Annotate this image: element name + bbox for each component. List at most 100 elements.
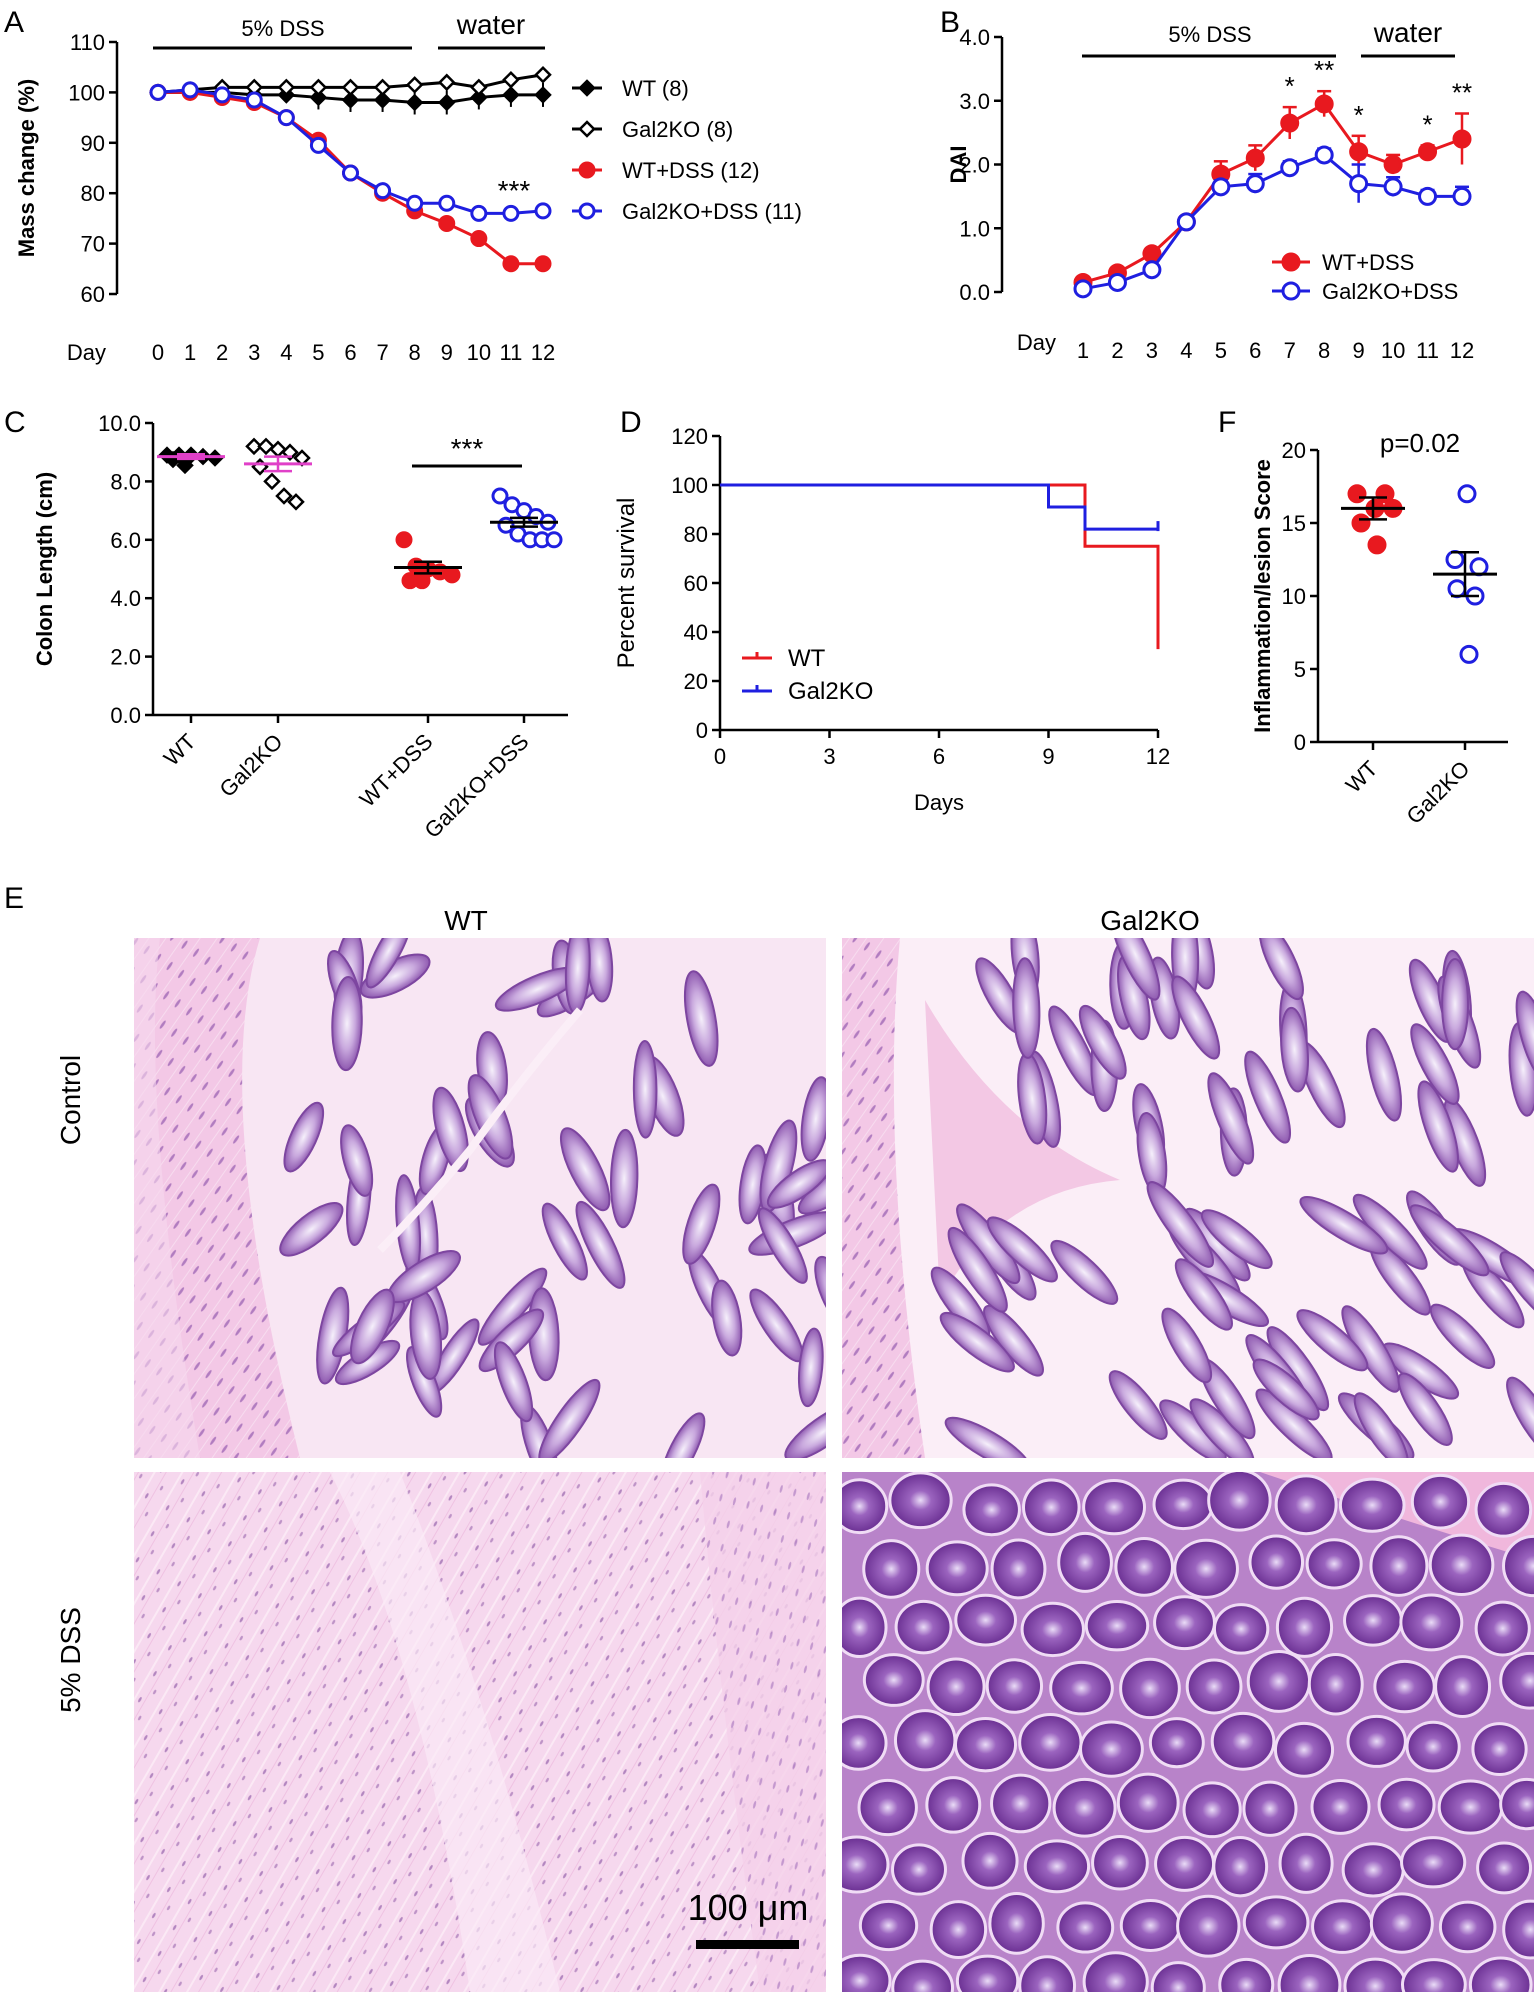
- crypt: [683, 970, 719, 1067]
- y-tick-label: 0: [696, 718, 708, 743]
- crypt: [1346, 1714, 1407, 1768]
- crypt: [1428, 1533, 1495, 1597]
- group-Gal2KO: [1433, 484, 1497, 664]
- x-axis-label: Day: [1017, 330, 1056, 355]
- data-point: [1280, 113, 1300, 133]
- data-point: [438, 214, 456, 232]
- crypt: [1502, 1534, 1534, 1598]
- data-point: [502, 71, 520, 89]
- data-point: [275, 487, 293, 505]
- data-point: [470, 78, 488, 97]
- y-axis-label: Colon Length (cm): [32, 472, 57, 666]
- histology-gal2ko-dss: [842, 1472, 1534, 1992]
- x-tick-label: 9: [1353, 338, 1365, 363]
- group-3: [490, 487, 563, 549]
- crypt: [1148, 1717, 1205, 1769]
- crypt: [1091, 1834, 1149, 1891]
- crypt: [1212, 1836, 1269, 1898]
- crypt: [432, 1086, 469, 1173]
- crypt: [1052, 1777, 1117, 1838]
- crypt: [1278, 1832, 1334, 1894]
- data-point: [1245, 174, 1265, 194]
- crypt: [1146, 1181, 1214, 1268]
- data-point: [341, 91, 360, 109]
- x-tick-label: 5: [1215, 338, 1227, 363]
- panel-label-b: B: [940, 6, 960, 39]
- data-point: [269, 440, 287, 459]
- series-1: Gal2KO+DSS: [1073, 145, 1472, 304]
- y-tick-label: 60: [684, 571, 708, 596]
- water-period-label: water: [1373, 17, 1442, 48]
- data-point: [1469, 557, 1489, 577]
- crypt: [1400, 1958, 1467, 1992]
- y-tick-label: 10.0: [98, 411, 141, 436]
- crypt: [1246, 1649, 1312, 1713]
- crypt: [990, 1538, 1047, 1600]
- x-tick-label: WT+DSS: [355, 729, 438, 812]
- x-tick-label: 7: [376, 340, 388, 365]
- crypt: [1171, 975, 1221, 1060]
- x-tick-label: 5: [312, 340, 324, 365]
- crypt: [340, 1124, 374, 1197]
- crypt: [1410, 1023, 1460, 1105]
- legend-label: Gal2KO (8): [622, 117, 733, 142]
- x-tick-label: 0: [714, 744, 726, 769]
- data-point: [545, 531, 563, 549]
- y-tick-label: 20: [684, 669, 708, 694]
- crypt: [1018, 1955, 1077, 1992]
- data-point: [405, 76, 424, 94]
- data-point: [395, 531, 413, 549]
- crypt: [1468, 1956, 1533, 1992]
- crypt: [538, 1378, 601, 1458]
- crypt: [1185, 1658, 1243, 1715]
- x-tick-label: WT: [159, 729, 201, 771]
- dss-period-label: 5% DSS: [1168, 22, 1251, 47]
- crypt: [1377, 1777, 1436, 1832]
- crypt: [1018, 1712, 1083, 1772]
- crypt-cluster: [930, 938, 1534, 1458]
- crypt: [1274, 1474, 1338, 1536]
- x-tick-label: 3: [823, 744, 835, 769]
- crypt: [575, 1200, 626, 1289]
- panel-label-e: E: [4, 882, 24, 915]
- crypt: [682, 1183, 721, 1265]
- crypt: [541, 1202, 588, 1281]
- crypt: [1023, 1839, 1091, 1894]
- crypt: [365, 938, 413, 989]
- crypt: [1244, 1050, 1292, 1144]
- crypt: [1110, 938, 1161, 1001]
- x-tick-label: Gal2KO: [215, 729, 288, 802]
- data-point: [491, 487, 509, 505]
- crypt: [1405, 1720, 1461, 1773]
- y-tick-label: 15: [1282, 511, 1306, 536]
- significance-annotation: ***: [498, 175, 531, 206]
- legend-label: Gal2KO+DSS (11): [622, 199, 802, 224]
- crypt: [894, 1599, 953, 1655]
- crypt: [986, 1216, 1058, 1283]
- crypt: [1049, 1660, 1114, 1716]
- legend-marker: [1281, 252, 1301, 272]
- crypt: [925, 1540, 989, 1597]
- y-tick-label: 0.0: [110, 703, 141, 728]
- data-point: [287, 493, 305, 511]
- data-point: [1211, 177, 1231, 197]
- x-tick-label: 6: [344, 340, 356, 365]
- data-point: [277, 78, 296, 97]
- y-tick-label: 4.0: [110, 586, 141, 611]
- histology-col-label-gal2ko: Gal2KO: [1100, 905, 1200, 936]
- crypt: [1082, 1479, 1147, 1536]
- crypt: [1273, 1721, 1335, 1778]
- legend-label: Gal2KO+DSS: [1322, 279, 1458, 304]
- data-point: [443, 566, 461, 584]
- y-tick-label: 80: [81, 181, 105, 206]
- data-point: [277, 109, 295, 127]
- group-2: [394, 531, 462, 590]
- y-tick-label: 60: [81, 282, 105, 307]
- crypt: [944, 1416, 1031, 1458]
- crypt: [954, 1593, 1018, 1647]
- crypt: [1437, 1779, 1504, 1835]
- crypt: [1012, 957, 1041, 1059]
- y-tick-label: 40: [684, 620, 708, 645]
- crypt: [1275, 1596, 1334, 1658]
